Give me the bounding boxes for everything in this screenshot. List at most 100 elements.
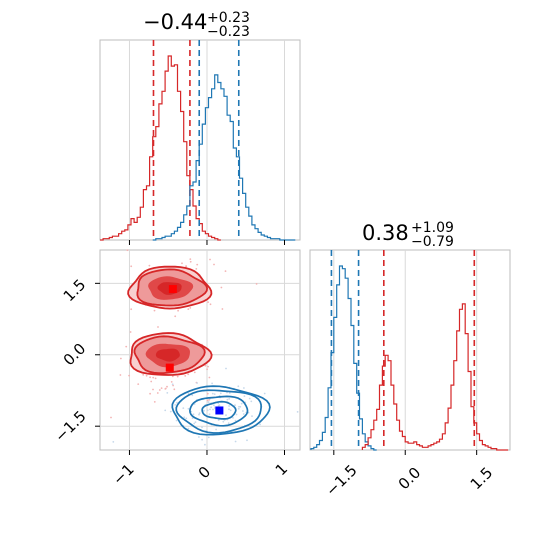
scatter-point [158,389,161,391]
scatter-point [201,426,203,429]
scatter-point [213,393,216,395]
scatter-point [164,388,167,390]
scatter-point [217,404,220,407]
scatter-point [171,375,174,378]
x-tick-label-minus-1.5: −1.5 [322,461,360,499]
blue-contour-level [189,395,249,427]
scatter-point [228,408,230,411]
scatter-point [194,421,197,423]
scatter-point [196,382,199,384]
scatter-point [204,443,206,446]
scatter-point [238,405,240,408]
scatter-point [220,286,223,289]
scatter-point [198,412,201,415]
y-tick-label-1.5: 1.5 [60,276,90,306]
scatter-point [227,422,230,425]
scatter-point [206,399,209,402]
scatter-point [128,374,131,377]
scatter-point [207,365,210,368]
scatter-point [125,345,128,348]
scatter-point [192,413,195,416]
y-tick-label-0.0: 0.0 [60,340,90,370]
histogram-series-1 [152,74,296,241]
bottom-right-title-value: 0.38 [362,221,409,245]
x-tick-label-1: 1 [272,460,291,479]
scatter-point [198,413,200,416]
scatter-point [153,309,156,312]
scatter-point [255,283,258,285]
scatter-point [187,373,190,376]
scatter-point [235,413,238,416]
scatter-point [189,260,192,263]
scatter-point [174,315,177,318]
scatter-point [176,401,178,404]
scatter-point [160,387,163,389]
blue-contour-level [171,385,271,436]
scatter-point [212,408,214,411]
blue-marker [215,406,224,415]
scatter-point [206,392,209,395]
scatter-point [157,326,159,328]
scatter-point [219,392,222,395]
scatter-point [198,436,200,438]
scatter-point [112,441,115,443]
scatter-point [210,406,213,409]
scatter-point [209,258,211,261]
top-left-title-plus: +0.23 [207,10,250,26]
scatter-point [207,301,210,303]
scatter-point [250,400,253,403]
scatter-point [296,411,299,413]
scatter-point [234,404,236,407]
scatter-point [221,308,224,310]
histogram-series-0 [100,55,221,241]
scatter-point [153,401,156,403]
scatter-point [211,382,214,385]
scatter-point [228,398,231,400]
scatter-point [225,414,227,416]
scatter-point [184,375,187,377]
bottom-right-histogram-panel: 0.38 +1.09 −0.79 −1.5 0.0 1.5 [309,220,511,500]
red-contour-level [155,348,180,362]
top-left-title-minus: −0.23 [207,24,250,40]
scatter-point [213,263,215,266]
scatter-point [207,436,210,439]
scatter-point [251,415,253,417]
scatter-point [201,438,204,441]
scatter-point [152,388,154,391]
x-tick-label-0: 0 [195,463,214,482]
scatter-point [169,410,172,413]
scatter-point [187,308,190,310]
scatter-point [248,397,251,400]
scatter-point [137,383,140,385]
scatter-point [209,408,211,411]
scatter-point [130,265,133,268]
scatter-point [177,309,180,312]
scatter-point [145,374,148,377]
blue-contour-level [201,400,237,420]
scatter-point [204,364,207,367]
scatter-point [217,419,220,421]
scatter-point [234,440,237,443]
scatter-point [191,394,194,397]
scatter-point [208,413,211,416]
scatter-point [193,422,196,425]
bottom-right-title-plus: +1.09 [411,220,454,236]
scatter-point [226,398,229,401]
bottom-right-panel-frame [309,249,511,451]
scatter-point [213,404,215,407]
scatter-point [222,420,225,423]
scatter-point [263,392,266,395]
scatter-point [149,392,152,395]
scatter-point [183,416,186,419]
scatter-point [185,417,188,420]
scatter-point [229,409,232,412]
x-tick-label-minus-1: −1 [109,460,137,488]
scatter-point [120,357,122,360]
scatter-point [242,410,244,412]
scatter-point [195,268,198,270]
scatter-point [189,258,192,260]
scatter-point [211,392,214,395]
scatter-point [126,249,129,252]
scatter-point [214,406,216,408]
x-tick-label-1.5: 1.5 [467,464,497,494]
